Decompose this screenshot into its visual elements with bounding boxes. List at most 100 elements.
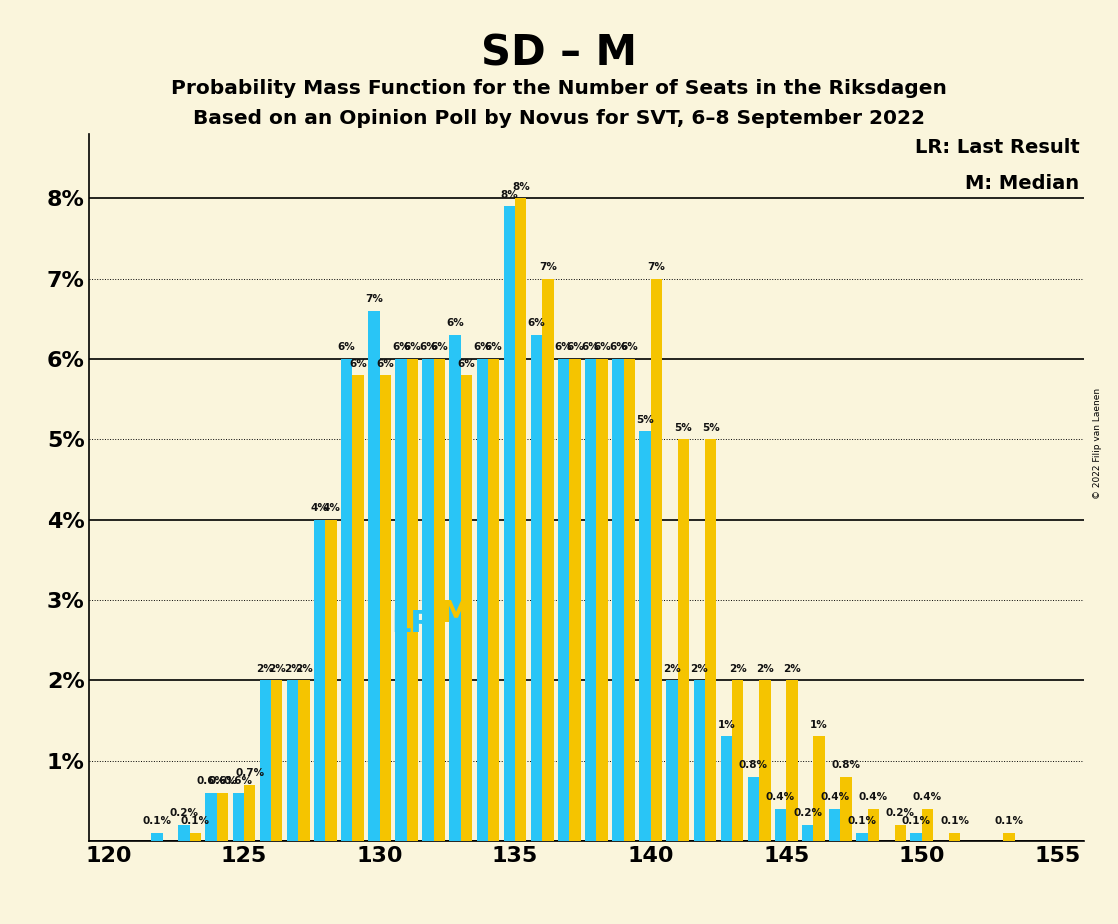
Bar [449,334,461,841]
Bar [368,310,379,841]
Text: 0.8%: 0.8% [832,760,861,771]
Text: 0.4%: 0.4% [766,792,795,802]
Bar [732,680,743,841]
Text: 2%: 2% [690,663,708,674]
Text: 0.2%: 0.2% [885,808,915,819]
Text: 6%: 6% [566,343,584,352]
Bar [271,680,283,841]
Text: 6%: 6% [528,319,546,328]
Bar [461,375,472,841]
Text: 2%: 2% [268,663,286,674]
Bar [233,793,244,841]
Text: 6%: 6% [349,359,367,369]
Text: 8%: 8% [512,182,530,192]
Bar [217,793,228,841]
Text: 0.6%: 0.6% [224,776,253,786]
Text: 6%: 6% [419,343,437,352]
Bar [379,375,391,841]
Bar [352,375,363,841]
Bar [423,359,434,841]
Text: 2%: 2% [756,663,774,674]
Text: 1%: 1% [811,720,828,730]
Text: 6%: 6% [377,359,395,369]
Text: 5%: 5% [674,423,692,432]
Bar [894,825,906,841]
Text: 6%: 6% [620,343,638,352]
Bar [759,680,770,841]
Text: 0.1%: 0.1% [940,817,969,826]
Bar [434,359,445,841]
Bar [396,359,407,841]
Bar [830,808,841,841]
Text: 0.1%: 0.1% [847,817,877,826]
Text: 0.1%: 0.1% [181,817,210,826]
Bar [504,206,515,841]
Bar [775,808,786,841]
Text: 0.4%: 0.4% [859,792,888,802]
Text: LR: LR [391,610,434,638]
Text: 7%: 7% [647,262,665,273]
Text: 6%: 6% [473,343,491,352]
Text: 4%: 4% [311,503,329,513]
Bar [287,680,299,841]
Bar [639,432,651,841]
Text: 0.6%: 0.6% [197,776,226,786]
Text: 1%: 1% [718,720,736,730]
Text: 0.7%: 0.7% [235,768,264,778]
Text: 0.8%: 0.8% [739,760,768,771]
Text: 4%: 4% [322,503,340,513]
Text: Probability Mass Function for the Number of Seats in the Riksdagen: Probability Mass Function for the Number… [171,79,947,98]
Bar [666,680,678,841]
Bar [531,334,542,841]
Bar [569,359,580,841]
Text: 5%: 5% [636,415,654,425]
Bar [856,833,868,841]
Text: 5%: 5% [702,423,720,432]
Text: 2%: 2% [783,663,800,674]
Bar [244,784,255,841]
Text: 6%: 6% [446,319,464,328]
Text: 0.2%: 0.2% [793,808,822,819]
Text: 6%: 6% [404,343,421,352]
Bar [314,519,325,841]
Text: 6%: 6% [555,343,572,352]
Text: 2%: 2% [284,663,302,674]
Text: 0.4%: 0.4% [821,792,850,802]
Text: 6%: 6% [581,343,599,352]
Text: 2%: 2% [729,663,747,674]
Bar [802,825,813,841]
Text: 6%: 6% [485,343,503,352]
Text: 6%: 6% [338,343,356,352]
Bar [515,199,527,841]
Bar [910,833,921,841]
Bar [259,680,271,841]
Bar [596,359,608,841]
Bar [868,808,879,841]
Bar [476,359,487,841]
Text: © 2022 Filip van Laenen: © 2022 Filip van Laenen [1093,388,1102,499]
Text: 0.2%: 0.2% [170,808,199,819]
Bar [786,680,797,841]
Bar [813,736,825,841]
Bar [558,359,569,841]
Text: 0.1%: 0.1% [994,817,1023,826]
Bar [190,833,201,841]
Bar [721,736,732,841]
Bar [299,680,310,841]
Text: M: Median: M: Median [965,175,1080,193]
Bar [949,833,960,841]
Text: M: M [440,599,471,627]
Bar [704,439,717,841]
Text: 0.1%: 0.1% [901,817,930,826]
Text: 7%: 7% [364,294,382,304]
Bar [841,776,852,841]
Bar [407,359,418,841]
Text: 2%: 2% [256,663,274,674]
Bar [1003,833,1014,841]
Text: 0.1%: 0.1% [142,817,171,826]
Bar [748,776,759,841]
Bar [585,359,596,841]
Text: 6%: 6% [594,343,612,352]
Text: SD – M: SD – M [481,32,637,74]
Text: 6%: 6% [457,359,475,369]
